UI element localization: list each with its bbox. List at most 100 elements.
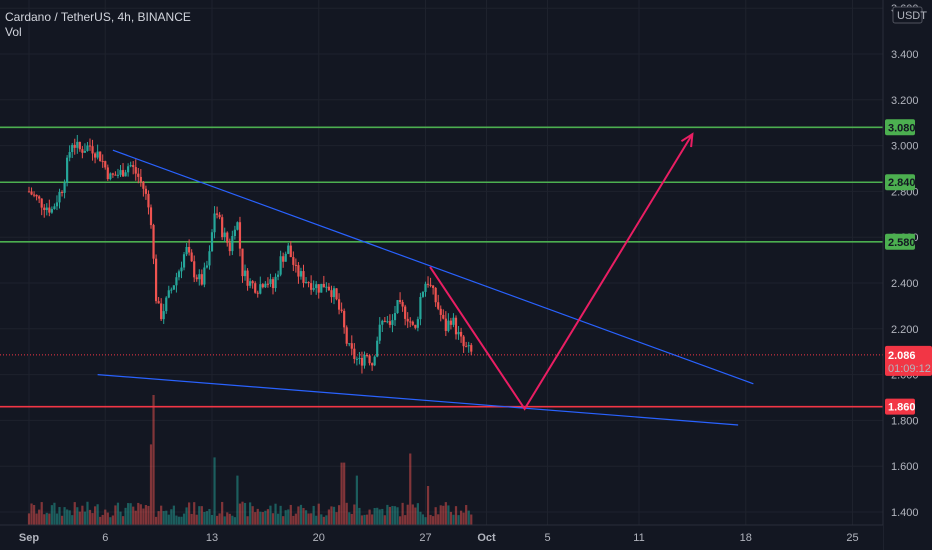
price-tick-label: 3.400 [891, 49, 919, 61]
candles [27, 134, 473, 374]
price-level-tag[interactable] [885, 398, 915, 415]
volume-bar [213, 457, 216, 525]
candle-body [449, 320, 453, 325]
candle-body [343, 310, 346, 328]
volume-bar [228, 513, 231, 525]
candle-body [386, 321, 389, 323]
candle-body [221, 217, 224, 238]
price-level-tag-label: 1.860 [888, 402, 916, 414]
candle-body [104, 161, 107, 168]
price-tick-label: 3.200 [891, 95, 919, 107]
current-price-tag[interactable] [885, 345, 932, 376]
volume-bar [162, 511, 165, 525]
current-price-label: 2.086 [888, 350, 916, 362]
candle-body [223, 232, 226, 238]
currency-badge[interactable] [892, 6, 923, 24]
volume-bar [226, 512, 229, 525]
candle-body [139, 176, 142, 182]
projection-path[interactable] [429, 133, 694, 411]
candle-body [340, 309, 343, 311]
volume-bar [439, 505, 442, 525]
candle-body [48, 207, 51, 213]
candle-body [371, 363, 374, 366]
price-level-tag[interactable] [885, 233, 915, 250]
volume-bar [60, 515, 64, 525]
candle-body [297, 265, 300, 277]
volume-bar [160, 505, 163, 525]
chart-legend: Cardano / TetherUS, 4h, BINANCE Vol [5, 10, 191, 40]
volume-bar [129, 503, 132, 525]
candle-body [337, 299, 341, 310]
volume-bar [119, 511, 122, 525]
price-axis[interactable]: 1.4001.6001.8002.0002.2002.4002.6002.800… [882, 0, 932, 550]
volume-bar [411, 504, 414, 525]
volume-bar [88, 509, 92, 525]
candle-body [249, 281, 252, 286]
time-tick-label: Oct [477, 532, 496, 544]
volume-bar [449, 511, 453, 525]
volume-bar [147, 505, 150, 525]
price-level-tag[interactable] [885, 174, 915, 191]
candle-body [27, 191, 31, 193]
projection-arrowhead[interactable] [680, 132, 694, 148]
candle-body [73, 144, 76, 148]
candle-body [388, 321, 392, 325]
candle-body [363, 354, 366, 366]
trendline-upper[interactable] [112, 149, 754, 385]
candle-body [345, 327, 348, 344]
volume-bar [99, 516, 102, 525]
drawings[interactable] [97, 132, 754, 426]
candle-body [411, 321, 414, 325]
candle-body [167, 290, 170, 298]
volume-bar [388, 506, 392, 525]
volume-bar [310, 513, 313, 525]
candle-body [101, 161, 104, 163]
price-tick-label: 1.400 [891, 507, 919, 519]
volume-bar [83, 511, 87, 525]
candle-body [157, 301, 160, 304]
volume-bar [223, 516, 226, 525]
candle-body [312, 288, 315, 290]
symbol-title[interactable]: Cardano / TetherUS, 4h, BINANCE [5, 10, 191, 24]
volume-bar [50, 505, 53, 525]
candle-body [434, 287, 437, 303]
candle-body [378, 324, 381, 341]
candle-body [175, 277, 178, 286]
candle-body [195, 277, 198, 280]
candle-body [109, 173, 112, 180]
candle-body [284, 253, 287, 262]
candle-body [355, 358, 358, 360]
volume-bar [264, 510, 267, 525]
price-level-tag[interactable] [885, 119, 915, 136]
volume-bar [233, 517, 236, 525]
candle-body [254, 283, 257, 293]
candle-body [439, 308, 442, 315]
candle-body [241, 248, 244, 277]
volume-indicator-label[interactable]: Vol [5, 25, 22, 39]
candle-body [205, 265, 209, 268]
candle-body [210, 232, 214, 252]
volume-bar [96, 504, 99, 525]
volume-bar [256, 508, 259, 525]
candle-body [228, 242, 231, 252]
candle-body [43, 207, 46, 211]
volume-bar [198, 506, 201, 525]
candle-body [287, 245, 290, 254]
candle-body [271, 279, 275, 289]
trendline-lower[interactable] [97, 374, 739, 426]
time-tick-label: 25 [846, 532, 858, 544]
candle-body [442, 314, 445, 319]
candle-body [188, 246, 191, 253]
candle-body [409, 321, 412, 323]
candle-body [182, 254, 186, 268]
volume-bars [27, 395, 473, 525]
volume-bar [193, 502, 196, 525]
volume-bar [340, 462, 343, 525]
candle-body [142, 181, 145, 189]
time-axis[interactable]: Sep 6 13 20 27 Oct 5 11 18 25 [0, 524, 883, 550]
volume-bar [93, 506, 97, 525]
candle-body [127, 166, 130, 173]
volume-bar [205, 511, 209, 525]
candle-body [144, 188, 148, 194]
